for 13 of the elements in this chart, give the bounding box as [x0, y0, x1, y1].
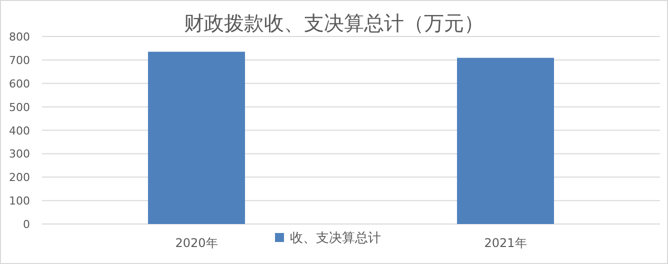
y-tick-label: 0 [23, 218, 30, 231]
x-tick-label: 2021年 [484, 236, 527, 250]
y-tick-label: 200 [9, 171, 30, 184]
x-tick-label: 2020年 [175, 236, 218, 250]
y-tick-label: 800 [9, 30, 30, 44]
y-tick-label: 100 [9, 194, 30, 208]
y-tick-label: 700 [9, 54, 30, 67]
chart-title: 财政拨款收、支决算总计（万元） [184, 11, 484, 35]
y-tick-label: 400 [9, 124, 30, 138]
y-tick-label: 500 [9, 100, 30, 114]
legend-label: 收、支决算总计 [290, 231, 381, 246]
y-tick-label: 600 [9, 77, 30, 90]
y-tick-label: 300 [9, 148, 30, 161]
